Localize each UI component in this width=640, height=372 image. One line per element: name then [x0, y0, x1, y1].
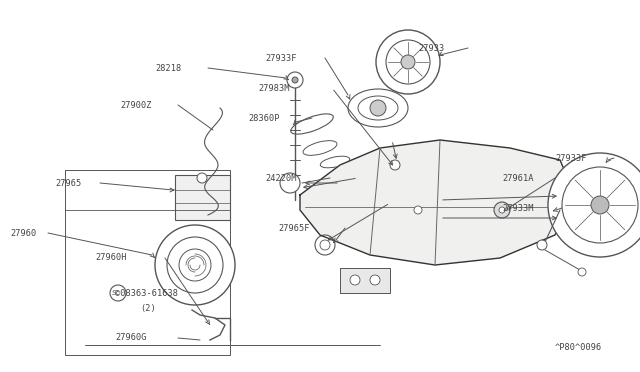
Text: 27983M: 27983M [258, 83, 289, 93]
Ellipse shape [303, 141, 337, 155]
Circle shape [197, 173, 207, 183]
Circle shape [179, 249, 211, 281]
Circle shape [167, 237, 223, 293]
Circle shape [401, 55, 415, 69]
Circle shape [548, 153, 640, 257]
Text: 27960H: 27960H [95, 253, 127, 263]
Circle shape [494, 202, 510, 218]
Text: 27960: 27960 [10, 228, 36, 237]
Text: 27965F: 27965F [278, 224, 310, 232]
Circle shape [292, 77, 298, 83]
FancyBboxPatch shape [340, 268, 390, 293]
Text: ©08363-61638: ©08363-61638 [115, 289, 178, 298]
Circle shape [499, 207, 505, 213]
Circle shape [287, 72, 303, 88]
Text: 27965: 27965 [55, 179, 81, 187]
Circle shape [414, 206, 422, 214]
Circle shape [350, 275, 360, 285]
Text: 27933F: 27933F [555, 154, 586, 163]
Circle shape [370, 100, 386, 116]
Circle shape [386, 40, 430, 84]
Polygon shape [300, 140, 575, 265]
Text: 27961A: 27961A [502, 173, 534, 183]
Text: 24220M: 24220M [265, 173, 296, 183]
Circle shape [315, 235, 335, 255]
Text: 27960G: 27960G [115, 334, 147, 343]
Bar [65, 170, 230, 355]
Circle shape [562, 167, 638, 243]
Ellipse shape [348, 89, 408, 127]
Text: ^P80^0096: ^P80^0096 [555, 343, 602, 353]
Text: 27933F: 27933F [265, 54, 296, 62]
Circle shape [320, 240, 330, 250]
Ellipse shape [358, 96, 398, 120]
Text: 27933M: 27933M [502, 203, 534, 212]
Text: 28218: 28218 [155, 64, 181, 73]
Circle shape [370, 275, 380, 285]
Ellipse shape [320, 156, 349, 168]
Circle shape [591, 196, 609, 214]
Text: (2): (2) [140, 304, 156, 312]
Circle shape [537, 240, 547, 250]
FancyBboxPatch shape [175, 175, 230, 220]
Circle shape [110, 285, 126, 301]
Circle shape [390, 160, 400, 170]
Circle shape [578, 268, 586, 276]
Text: 27900Z: 27900Z [120, 100, 152, 109]
Text: 28360P: 28360P [248, 113, 280, 122]
Circle shape [376, 30, 440, 94]
Text: S: S [112, 290, 116, 296]
Circle shape [280, 173, 300, 193]
Ellipse shape [291, 114, 333, 134]
Text: 27933: 27933 [418, 44, 444, 52]
Circle shape [155, 225, 235, 305]
